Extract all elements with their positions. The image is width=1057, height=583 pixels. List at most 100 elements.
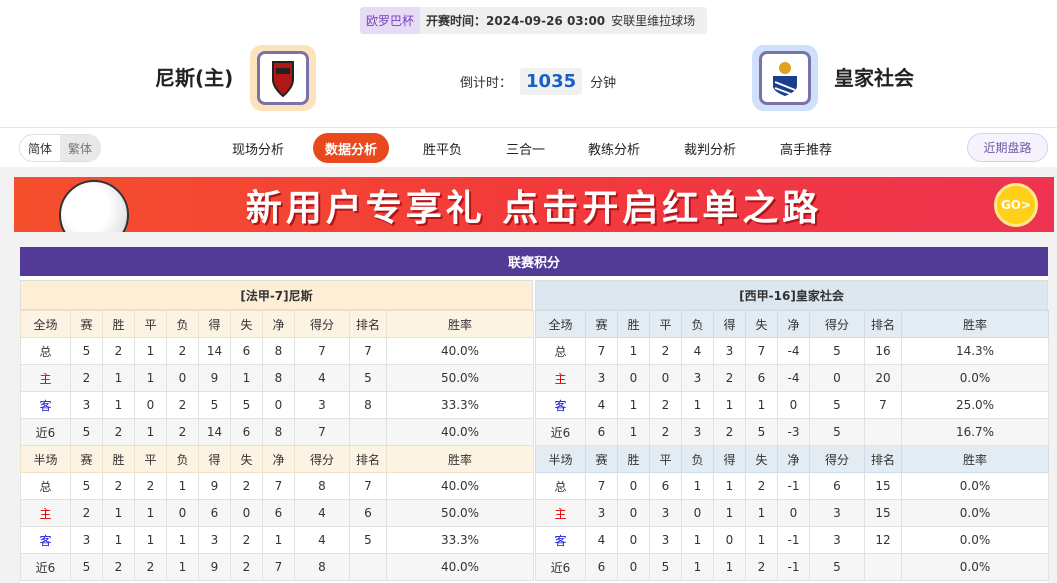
- tab-expert-picks[interactable]: 高手推荐: [780, 142, 833, 158]
- table-cell: 40.0%: [386, 337, 534, 365]
- table-cell: 6: [585, 553, 618, 581]
- table-cell: 3: [809, 526, 865, 554]
- table-cell: 3: [198, 526, 231, 554]
- table-cell: 6: [745, 364, 778, 392]
- column-header: 得: [198, 445, 231, 473]
- table-cell: 4: [585, 391, 618, 419]
- row-label: 近6: [20, 553, 71, 581]
- countdown: 倒计时： 1035 分钟: [460, 68, 616, 95]
- table-row: 客 4 0 3 1 0 1 -1 3 12 0.0%: [535, 526, 1049, 554]
- table-cell: 33.3%: [386, 391, 534, 419]
- table-cell: 2: [70, 499, 103, 527]
- countdown-value: 1035: [520, 68, 583, 95]
- tab-win-draw-lose[interactable]: 胜平负: [423, 142, 463, 158]
- away-standings: [西甲-16]皇家社会 全场赛胜平负得失净得分 排名 胜率总 7 1 2 4 3 7 -4 5 16 1…: [535, 280, 1049, 581]
- league-tag[interactable]: 欧罗巴杯: [360, 7, 421, 34]
- table-cell: 0.0%: [901, 364, 1049, 392]
- tab-coach-analysis[interactable]: 教练分析: [588, 142, 641, 158]
- away-standings-header: [西甲-16]皇家社会: [535, 280, 1048, 310]
- language-toggle[interactable]: 简体 繁体: [19, 134, 101, 162]
- table-cell: 1: [617, 337, 650, 365]
- table-cell: 1: [134, 499, 167, 527]
- column-header: 负: [681, 445, 714, 473]
- lang-traditional[interactable]: 繁体: [60, 135, 100, 161]
- nav-bar: 简体 繁体 现场分析 数据分析 胜平负 三合一 教练分析 裁判分析 高手推荐 近…: [0, 127, 1057, 167]
- table-cell: 50.0%: [386, 364, 534, 392]
- venue: 安联里维拉球场: [611, 14, 696, 28]
- section-label: 半场: [535, 445, 586, 473]
- table-cell: 1: [681, 553, 714, 581]
- home-crest-icon[interactable]: [250, 45, 316, 111]
- table-cell: 0: [230, 499, 263, 527]
- table-cell: 0: [649, 364, 682, 392]
- table-cell: 1: [166, 553, 199, 581]
- table-cell: 16.7%: [901, 418, 1049, 446]
- column-header: 得: [713, 445, 746, 473]
- table-cell: [349, 418, 387, 446]
- row-label: 近6: [535, 418, 586, 446]
- match-info: 欧罗巴杯 开赛时间：2024-09-26 03:00 安联里维拉球场: [360, 7, 707, 34]
- table-row: 总 7 1 2 4 3 7 -4 5 16 14.3%: [535, 337, 1049, 365]
- table-cell: 40.0%: [386, 472, 534, 500]
- table-cell: 1: [745, 526, 778, 554]
- away-team-name[interactable]: 皇家社会: [834, 66, 914, 90]
- go-button[interactable]: GO>: [994, 183, 1038, 227]
- row-label: 客: [20, 391, 71, 419]
- lang-simplified[interactable]: 简体: [27, 141, 52, 156]
- table-cell: 2: [102, 472, 135, 500]
- table-cell: 1: [745, 499, 778, 527]
- recent-odds-button[interactable]: 近期盘路: [967, 133, 1048, 162]
- table-cell: 1: [745, 391, 778, 419]
- table-cell: 2: [713, 418, 746, 446]
- tab-referee-analysis[interactable]: 裁判分析: [684, 142, 737, 158]
- home-team-name[interactable]: 尼斯(主): [155, 66, 234, 90]
- table-cell: 1: [134, 526, 167, 554]
- section-label: 半场: [20, 445, 71, 473]
- banner-text: 新用户专享礼 点击开启红单之路: [245, 187, 823, 229]
- table-cell: 7: [262, 553, 295, 581]
- table-cell: 0: [262, 391, 295, 419]
- table-cell: 25.0%: [901, 391, 1049, 419]
- table-cell: 7: [585, 337, 618, 365]
- table-row: 总 5 2 1 2 14 6 8 7 7 40.0%: [20, 337, 534, 365]
- column-header-row: 全场赛胜平负得失净得分 排名 胜率: [535, 310, 1049, 338]
- table-row: 总 7 0 6 1 1 2 -1 6 15 0.0%: [535, 472, 1049, 500]
- table-cell: 8: [349, 391, 387, 419]
- table-cell: 1: [166, 472, 199, 500]
- table-row: 近6 5 2 1 2 14 6 8 7 40.0%: [20, 418, 534, 446]
- table-cell: 33.3%: [386, 526, 534, 554]
- table-cell: 2: [649, 391, 682, 419]
- table-row: 主 2 1 1 0 9 1 8 4 5 50.0%: [20, 364, 534, 392]
- away-crest-icon[interactable]: [752, 45, 818, 111]
- table-cell: 1: [102, 499, 135, 527]
- column-header: 赛: [585, 445, 618, 473]
- column-header: 胜率: [901, 310, 1049, 338]
- table-cell: 14: [198, 418, 231, 446]
- tab-live-analysis[interactable]: 现场分析: [232, 142, 285, 158]
- table-cell: 2: [166, 337, 199, 365]
- section-label: 全场: [535, 310, 586, 338]
- table-row: 总 5 2 2 1 9 2 7 8 7 40.0%: [20, 472, 534, 500]
- table-cell: 1: [617, 418, 650, 446]
- table-row: 客 4 1 2 1 1 1 0 5 7 25.0%: [535, 391, 1049, 419]
- tab-three-in-one[interactable]: 三合一: [506, 142, 546, 158]
- table-cell: 40.0%: [386, 553, 534, 581]
- table-cell: 7: [585, 472, 618, 500]
- table-cell: 0: [777, 391, 810, 419]
- table-cell: -3: [777, 418, 810, 446]
- table-cell: -4: [777, 337, 810, 365]
- table-cell: 5: [809, 391, 865, 419]
- table-row: 客 3 1 1 1 3 2 1 4 5 33.3%: [20, 526, 534, 554]
- row-label: 主: [20, 499, 71, 527]
- table-cell: 6: [585, 418, 618, 446]
- standings-title: 联赛积分: [20, 247, 1048, 276]
- table-cell: 1: [617, 391, 650, 419]
- table-cell: 1: [681, 391, 714, 419]
- table-cell: 7: [864, 391, 902, 419]
- table-cell: 2: [745, 553, 778, 581]
- promo-banner[interactable]: 新用户专享礼 点击开启红单之路 GO>: [14, 177, 1054, 232]
- row-label: 总: [20, 472, 71, 500]
- tab-data-analysis[interactable]: 数据分析: [313, 133, 390, 163]
- table-cell: 5: [809, 418, 865, 446]
- football-icon: [59, 180, 129, 232]
